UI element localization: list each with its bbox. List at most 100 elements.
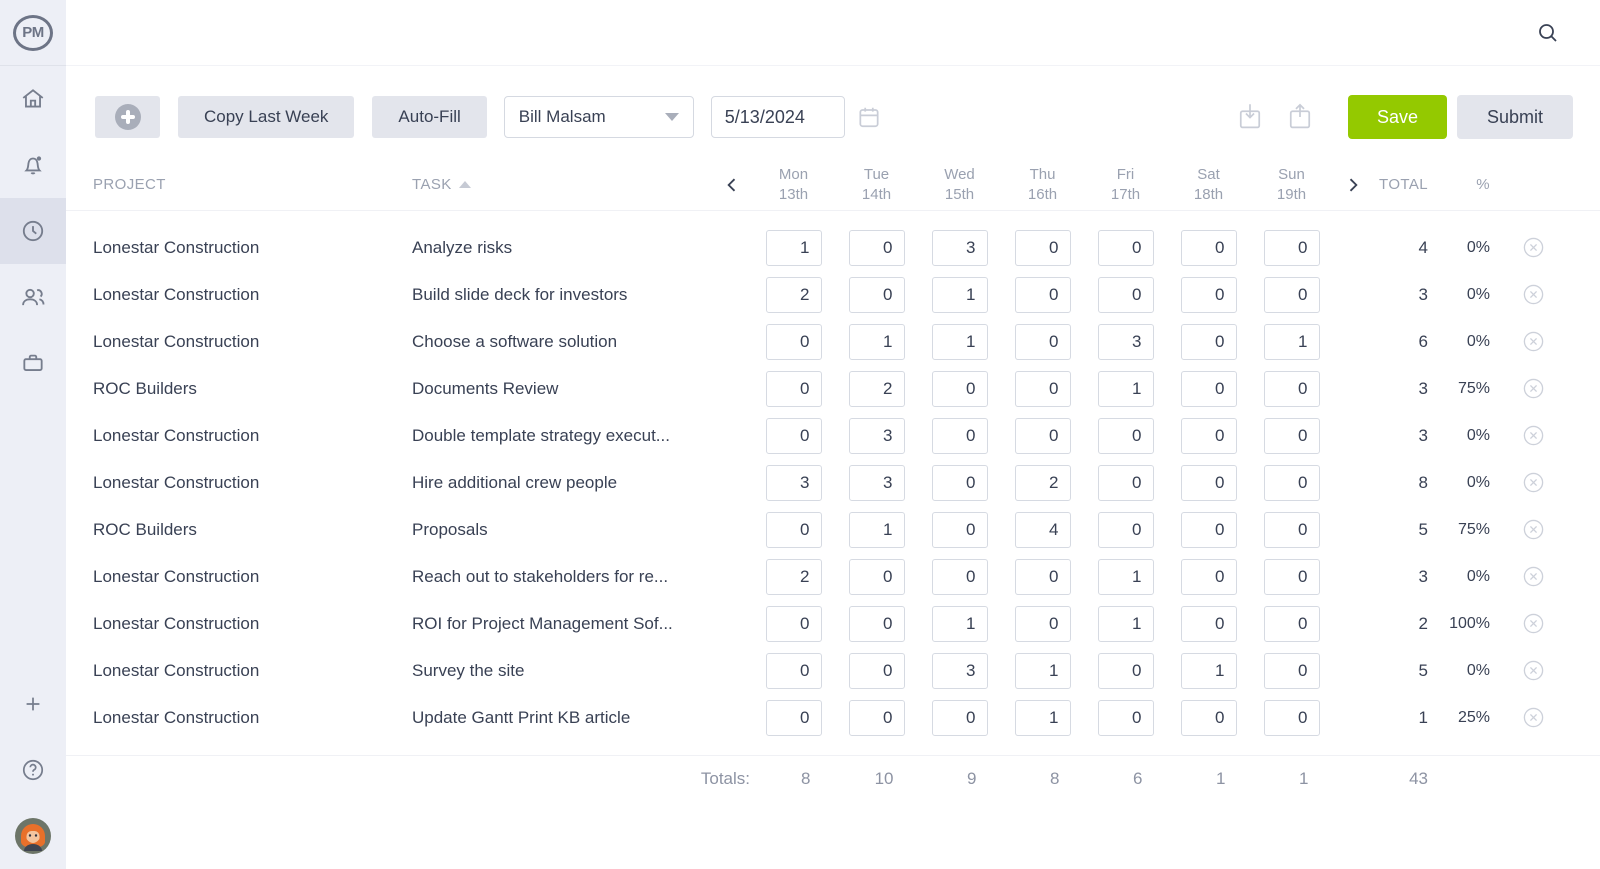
sidebar-item-timesheets[interactable] [0,198,66,264]
hours-input[interactable] [1263,323,1320,360]
import-icon[interactable] [1236,102,1264,132]
hours-input[interactable] [931,652,988,689]
hours-input[interactable] [1263,652,1320,689]
hours-input[interactable] [765,511,822,548]
sidebar-item-home[interactable] [0,66,66,132]
hours-input[interactable] [1180,276,1237,313]
delete-row-button[interactable] [1522,377,1545,400]
logo[interactable]: PM [0,0,66,66]
hours-input[interactable] [765,699,822,736]
hours-input[interactable] [931,511,988,548]
hours-input[interactable] [931,370,988,407]
hours-input[interactable] [765,464,822,501]
search-icon[interactable] [1536,21,1560,45]
hours-input[interactable] [765,370,822,407]
hours-input[interactable] [931,605,988,642]
auto-fill-button[interactable]: Auto-Fill [372,96,487,138]
hours-input[interactable] [848,605,905,642]
hours-input[interactable] [765,276,822,313]
hours-input[interactable] [1097,323,1154,360]
delete-row-button[interactable] [1522,283,1545,306]
hours-input[interactable] [1263,558,1320,595]
sidebar-item-team[interactable] [0,264,66,330]
hours-input[interactable] [1097,699,1154,736]
hours-input[interactable] [765,558,822,595]
hours-input[interactable] [1097,417,1154,454]
hours-input[interactable] [848,417,905,454]
hours-input[interactable] [1014,417,1071,454]
hours-input[interactable] [848,464,905,501]
hours-input[interactable] [848,370,905,407]
hours-input[interactable] [931,323,988,360]
calendar-icon[interactable] [856,104,882,130]
user-select[interactable]: Bill Malsam [503,96,694,138]
hours-input[interactable] [848,511,905,548]
hours-input[interactable] [765,417,822,454]
hours-input[interactable] [1014,511,1071,548]
delete-row-button[interactable] [1522,518,1545,541]
export-icon[interactable] [1286,102,1314,132]
sidebar-item-notifications[interactable] [0,132,66,198]
hours-input[interactable] [1263,511,1320,548]
hours-input[interactable] [1097,370,1154,407]
hours-input[interactable] [1180,370,1237,407]
hours-input[interactable] [765,605,822,642]
hours-input[interactable] [1014,464,1071,501]
copy-last-week-button[interactable]: Copy Last Week [178,96,355,138]
delete-row-button[interactable] [1522,424,1545,447]
add-row-button[interactable] [95,96,160,138]
hours-input[interactable] [1014,605,1071,642]
hours-input[interactable] [1180,652,1237,689]
hours-input[interactable] [1097,464,1154,501]
save-button[interactable]: Save [1347,95,1447,139]
hours-input[interactable] [1263,417,1320,454]
hours-input[interactable] [848,323,905,360]
delete-row-button[interactable] [1522,612,1545,635]
hours-input[interactable] [1014,323,1071,360]
hours-input[interactable] [1097,652,1154,689]
hours-input[interactable] [1014,229,1071,266]
hours-input[interactable] [931,276,988,313]
hours-input[interactable] [1014,276,1071,313]
delete-row-button[interactable] [1522,565,1545,588]
hours-input[interactable] [1263,605,1320,642]
hours-input[interactable] [1097,511,1154,548]
hours-input[interactable] [1263,370,1320,407]
hours-input[interactable] [1014,652,1071,689]
delete-row-button[interactable] [1522,659,1545,682]
next-week-button[interactable] [1333,175,1373,195]
prev-week-button[interactable] [712,175,752,195]
hours-input[interactable] [1097,229,1154,266]
hours-input[interactable] [1097,605,1154,642]
hours-input[interactable] [931,229,988,266]
hours-input[interactable] [931,699,988,736]
hours-input[interactable] [848,699,905,736]
hours-input[interactable] [848,652,905,689]
hours-input[interactable] [931,464,988,501]
hours-input[interactable] [1097,276,1154,313]
hours-input[interactable] [1180,229,1237,266]
submit-button[interactable]: Submit [1456,95,1573,139]
hours-input[interactable] [931,558,988,595]
sidebar-item-help[interactable] [0,737,66,803]
hours-input[interactable] [765,229,822,266]
date-input[interactable] [710,96,845,138]
hours-input[interactable] [1180,511,1237,548]
hours-input[interactable] [1014,558,1071,595]
project-column-header[interactable]: PROJECT [93,176,166,193]
hours-input[interactable] [1180,605,1237,642]
user-avatar[interactable] [0,803,66,869]
hours-input[interactable] [1263,276,1320,313]
hours-input[interactable] [931,417,988,454]
delete-row-button[interactable] [1522,706,1545,729]
delete-row-button[interactable] [1522,330,1545,353]
hours-input[interactable] [1180,558,1237,595]
hours-input[interactable] [1180,417,1237,454]
hours-input[interactable] [848,276,905,313]
hours-input[interactable] [1263,229,1320,266]
delete-row-button[interactable] [1522,236,1545,259]
hours-input[interactable] [1180,464,1237,501]
hours-input[interactable] [1180,323,1237,360]
hours-input[interactable] [1263,699,1320,736]
hours-input[interactable] [1097,558,1154,595]
